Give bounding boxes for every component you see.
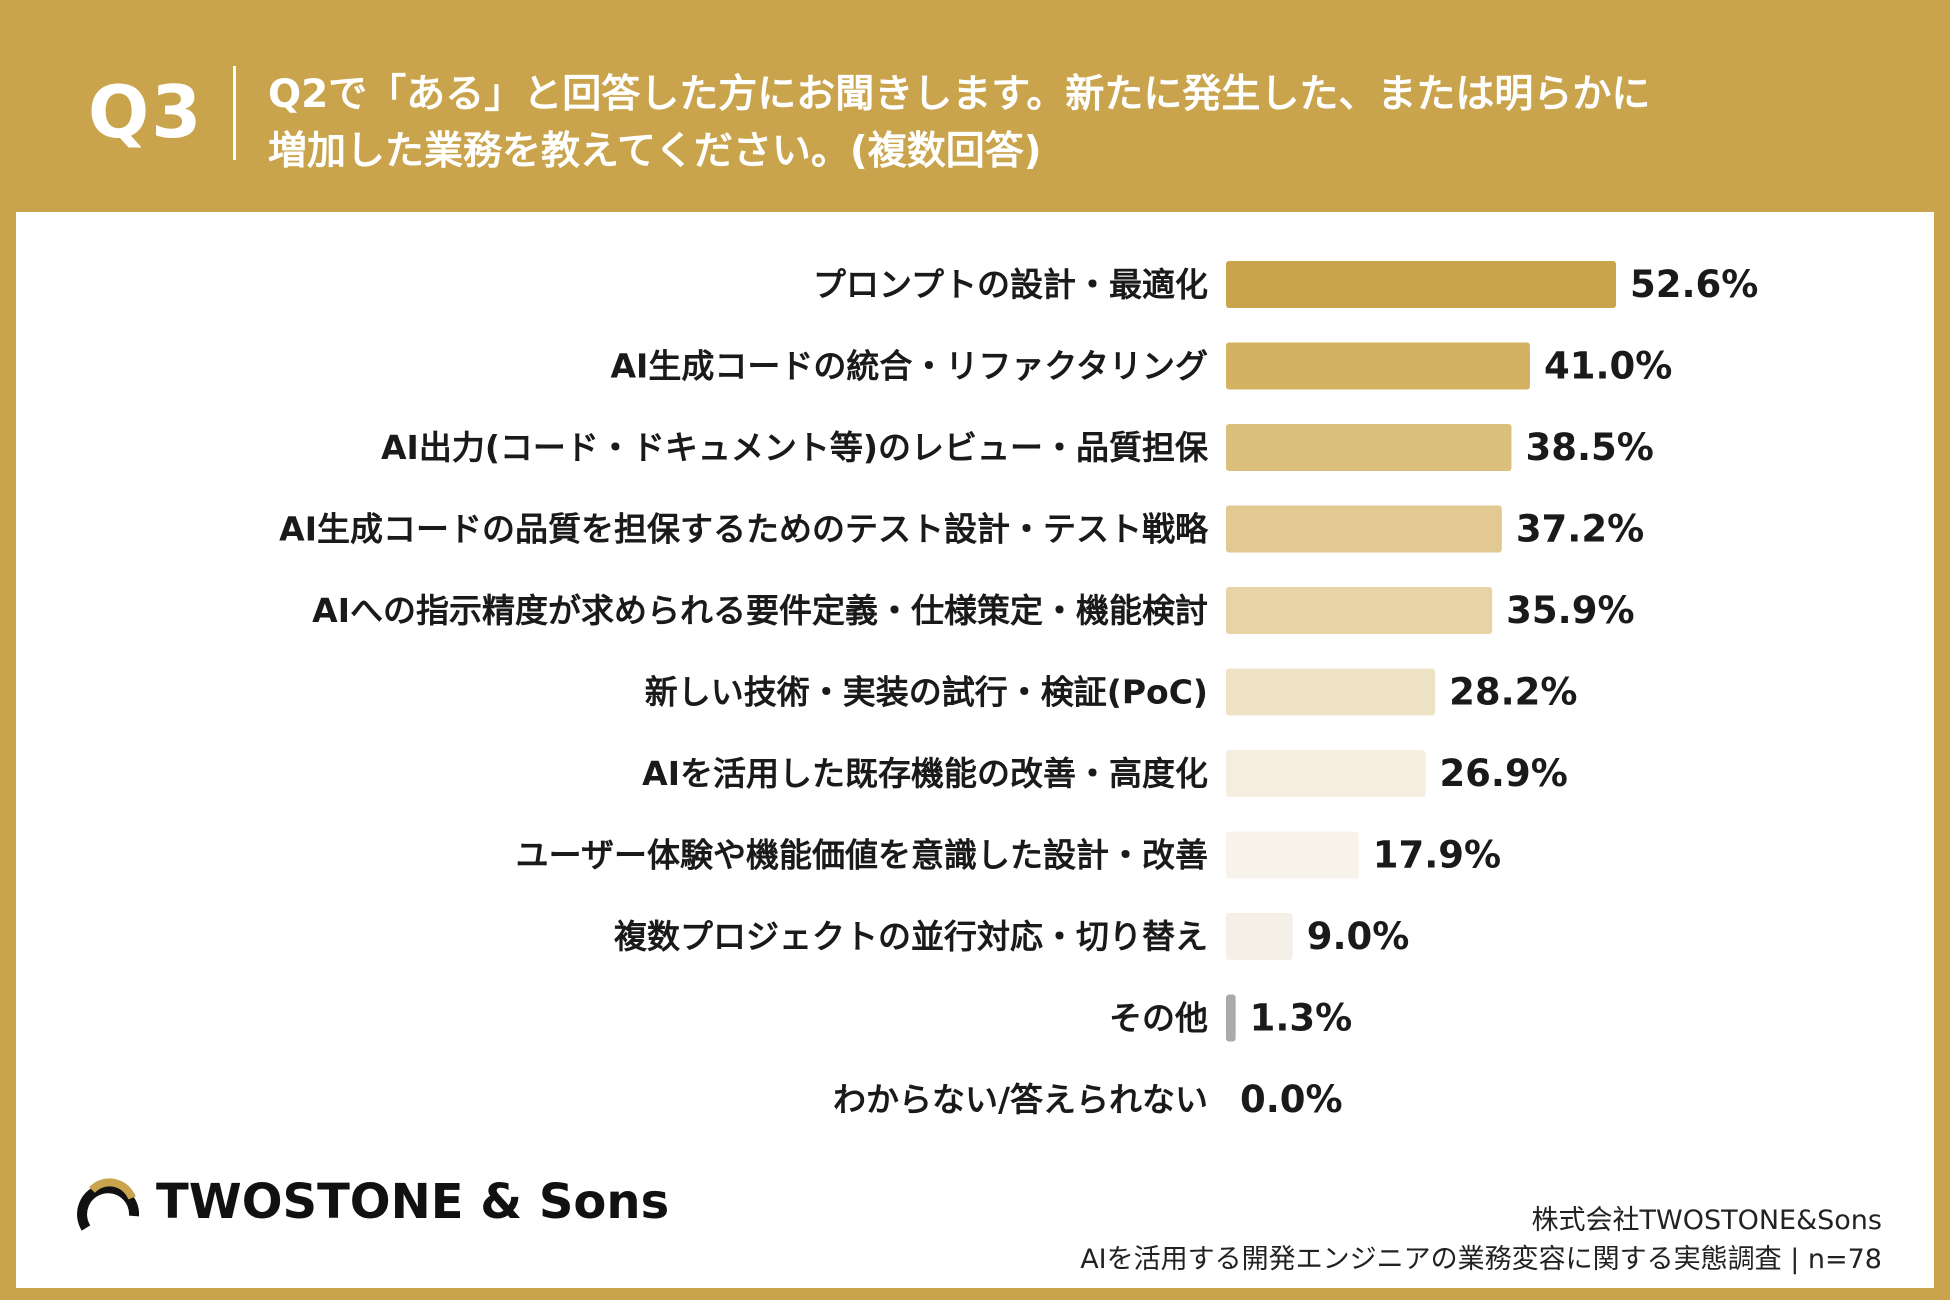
value-label: 26.9% — [1439, 752, 1567, 795]
question-number: Q3 — [88, 70, 204, 154]
category-label: わからない/答えられない — [833, 1080, 1208, 1119]
value-label: 28.2% — [1449, 671, 1577, 714]
header: Q3 Q2で「ある」と回答した方にお聞きします。新たに発生した、または明らかに … — [0, 0, 1950, 210]
category-label: AI生成コードの品質を担保するためのテスト設計・テスト戦略 — [279, 510, 1209, 549]
value-label: 9.0% — [1307, 915, 1410, 958]
bar-chart: プロンプトの設計・最適化 52.6% AI生成コードの統合・リファクタリング 41.0… — [279, 261, 1758, 1121]
logo-text: TWOSTONE & Sons — [156, 1174, 670, 1230]
bar — [1226, 831, 1359, 879]
value-label: 41.0% — [1544, 345, 1672, 388]
category-label: AIへの指示精度が求められる要件定義・仕様策定・機能検討 — [312, 591, 1208, 630]
category-label: 新しい技術・実装の試行・検証(PoC) — [645, 673, 1208, 712]
category-label: AIを活用した既存機能の改善・高度化 — [642, 754, 1208, 793]
bar — [1226, 668, 1436, 716]
question-line-1: Q2で「ある」と回答した方にお聞きします。新たに発生した、または明らかに — [268, 72, 1651, 117]
value-label: 17.9% — [1373, 834, 1501, 877]
bar — [1226, 505, 1502, 553]
category-label: プロンプトの設計・最適化 — [813, 265, 1208, 304]
bar — [1226, 587, 1493, 634]
chart-panel: プロンプトの設計・最適化 52.6% AI生成コードの統合・リファクタリング 41.0… — [16, 212, 1934, 1288]
value-label: 52.6% — [1630, 263, 1758, 306]
category-label: その他 — [1109, 999, 1208, 1038]
bar — [1226, 261, 1616, 308]
category-label: ユーザー体験や機能価値を意識した設計・改善 — [516, 836, 1208, 875]
header-divider — [233, 66, 236, 160]
bar — [1226, 994, 1236, 1042]
value-label: 37.2% — [1516, 508, 1644, 551]
footer-company: 株式会社TWOSTONE&Sons — [1531, 1205, 1882, 1236]
bar — [1226, 424, 1512, 471]
value-label: 0.0% — [1240, 1078, 1343, 1121]
logo-icon — [77, 1178, 140, 1231]
bar — [1226, 342, 1530, 390]
bar — [1226, 750, 1426, 797]
category-label: AI生成コードの統合・リファクタリング — [611, 347, 1209, 386]
question-text: Q2で「ある」と回答した方にお聞きします。新たに発生した、または明らかに 増加し… — [268, 66, 1888, 180]
value-label: 38.5% — [1525, 426, 1653, 469]
category-label: 複数プロジェクトの並行対応・切り替え — [614, 917, 1208, 956]
footer-survey: AIを活用する開発エンジニアの業務変容に関する実態調査 | n=78 — [1080, 1244, 1882, 1275]
category-label: AI出力(コード・ドキュメント等)のレビュー・品質担保 — [381, 428, 1209, 467]
bar — [1226, 913, 1293, 960]
question-line-2: 増加した業務を教えてください。(複数回答) — [268, 129, 1042, 174]
value-label: 1.3% — [1250, 997, 1353, 1040]
value-label: 35.9% — [1506, 589, 1634, 632]
